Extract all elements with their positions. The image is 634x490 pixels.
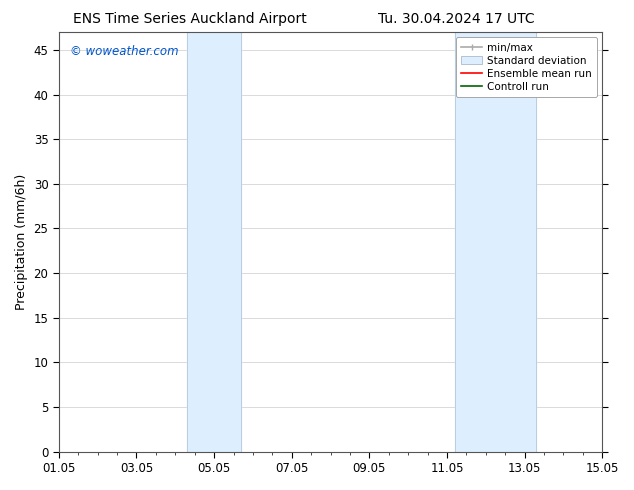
Bar — [455, 32, 536, 452]
Text: ENS Time Series Auckland Airport: ENS Time Series Auckland Airport — [74, 12, 307, 26]
Bar — [187, 32, 242, 452]
Text: Tu. 30.04.2024 17 UTC: Tu. 30.04.2024 17 UTC — [378, 12, 535, 26]
Text: © woweather.com: © woweather.com — [70, 45, 178, 58]
Legend: min/max, Standard deviation, Ensemble mean run, Controll run: min/max, Standard deviation, Ensemble me… — [456, 37, 597, 97]
Y-axis label: Precipitation (mm/6h): Precipitation (mm/6h) — [15, 174, 28, 310]
